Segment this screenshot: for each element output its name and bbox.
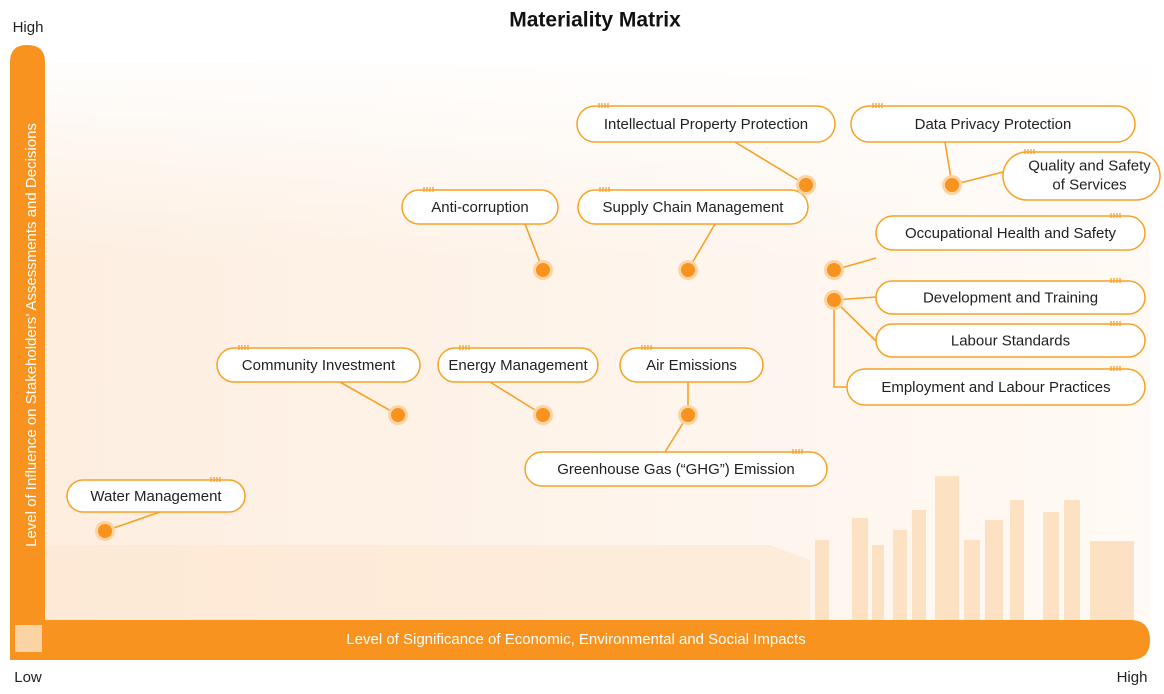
- connector: [734, 141, 807, 186]
- issue: Development and Training: [875, 278, 1146, 315]
- issue-label: Intellectual Property Protection: [604, 116, 808, 133]
- issue-box: [875, 323, 1146, 358]
- dot: [98, 524, 112, 538]
- issue-label: Development and Training: [923, 289, 1098, 306]
- issue-box: [875, 215, 1146, 251]
- dot: [391, 408, 405, 422]
- issue: Occupational Health and Safety: [875, 213, 1146, 251]
- nodes: Intellectual Property Protection Data Pri…: [66, 103, 1161, 541]
- issue-label: Employment and Labour Practices: [881, 379, 1110, 396]
- issue-box: [875, 280, 1146, 315]
- dot: [681, 408, 695, 422]
- issue-label: Water Management: [90, 488, 222, 505]
- issue: Greenhouse Gas (“GHG”) Emission: [524, 449, 828, 487]
- issue: Anti-corruption: [401, 187, 559, 225]
- dot: [827, 263, 841, 277]
- issue-box: [619, 347, 764, 383]
- issue: Air Emissions: [619, 345, 764, 383]
- issue-box: [846, 368, 1146, 406]
- issue-box: [576, 105, 836, 143]
- origin-square: [15, 625, 42, 652]
- issue: Community Investment: [216, 345, 421, 383]
- dot: [827, 293, 841, 307]
- issue-label: Supply Chain Management: [603, 199, 785, 216]
- dot: [799, 178, 813, 192]
- y-high: High: [13, 19, 44, 36]
- issue-label: of Services: [1052, 176, 1126, 193]
- issue: Labour Standards: [875, 321, 1146, 358]
- y-axis-label: Level of Influence on Stakeholders’ Asse…: [23, 123, 40, 547]
- issue: Water Management: [66, 477, 246, 513]
- issue: Intellectual Property Protection: [576, 103, 836, 143]
- issue-box: [401, 189, 559, 225]
- title: Materiality Matrix: [509, 9, 681, 32]
- issue: Data Privacy Protection: [850, 103, 1136, 143]
- dot: [536, 263, 550, 277]
- connector: [833, 300, 847, 388]
- x-high: High: [1117, 669, 1148, 686]
- issue-label: Community Investment: [242, 357, 396, 374]
- x-low: Low: [14, 669, 42, 686]
- x-axis-bar: [10, 620, 1150, 660]
- issue: Employment and Labour Practices: [846, 366, 1146, 406]
- dot: [945, 178, 959, 192]
- issue-box: [577, 189, 809, 225]
- dot: [536, 408, 550, 422]
- y-axis-bar: [10, 45, 45, 640]
- issue-box: [437, 347, 599, 383]
- issue: Quality and Safety of Services: [1002, 149, 1161, 201]
- issue-box: [1002, 151, 1161, 201]
- issue-box: [66, 479, 246, 513]
- dot: [681, 263, 695, 277]
- issue-label: Quality and Safety: [1028, 157, 1151, 174]
- issue: Supply Chain Management: [577, 187, 809, 225]
- issue: Energy Management: [437, 345, 599, 383]
- issue-label: Occupational Health and Safety: [905, 225, 1116, 242]
- connector: [489, 381, 544, 416]
- issue-label: Air Emissions: [646, 357, 737, 374]
- issue-label: Data Privacy Protection: [915, 116, 1072, 133]
- issue-box: [524, 451, 828, 487]
- x-axis-label: Level of Significance of Economic, Envir…: [346, 631, 805, 648]
- connector: [339, 381, 399, 416]
- issue-label: Anti-corruption: [431, 199, 529, 216]
- issue-label: Greenhouse Gas (“GHG”) Emission: [557, 461, 795, 478]
- issue-label: Labour Standards: [951, 332, 1070, 349]
- issue-box: [850, 105, 1136, 143]
- issue-box: [216, 347, 421, 383]
- issue-label: Energy Management: [448, 357, 588, 374]
